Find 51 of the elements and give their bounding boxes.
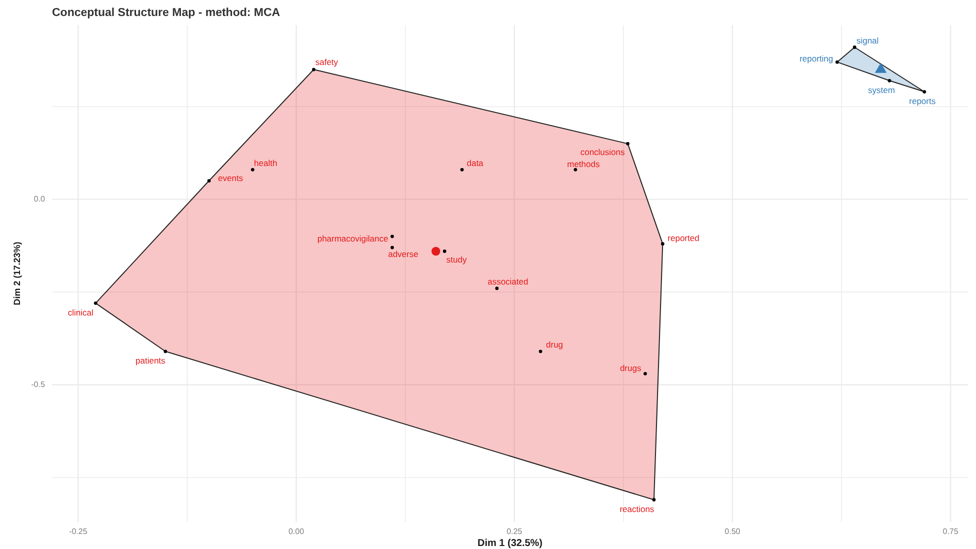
data-label: data	[466, 158, 484, 168]
data-label: reporting	[800, 53, 834, 64]
point	[312, 68, 316, 72]
x-tick-label: 0.75	[942, 527, 959, 536]
data-label: events	[218, 173, 244, 184]
x-tick-label: -0.25	[69, 527, 88, 536]
point	[390, 234, 394, 238]
data-label: drugs	[620, 362, 642, 373]
data-label: reports	[909, 96, 936, 106]
data-label: reported	[668, 233, 700, 244]
point	[644, 372, 647, 376]
x-tick-label: 0.50	[724, 527, 741, 536]
point	[852, 46, 856, 49]
point	[652, 498, 656, 502]
data-label: clinical	[68, 307, 94, 318]
data-label: methods	[567, 158, 600, 169]
point	[922, 90, 926, 94]
x-tick-label: 0.25	[506, 527, 523, 536]
point	[94, 301, 98, 305]
point	[460, 168, 464, 172]
point	[431, 246, 440, 256]
data-label: patients	[136, 356, 166, 366]
point	[164, 350, 168, 354]
point	[626, 142, 630, 146]
data-label: associated	[488, 276, 529, 287]
point	[574, 168, 578, 172]
data-label: conclusions	[580, 146, 625, 157]
y-tick-label: -0.5	[31, 380, 46, 389]
point	[390, 246, 394, 250]
data-label: adverse	[388, 248, 419, 259]
point	[442, 250, 446, 253]
point	[538, 350, 542, 354]
point	[250, 168, 254, 172]
point	[207, 179, 211, 182]
y-tick-label: 0.0	[34, 194, 46, 204]
data-label: system	[868, 84, 895, 95]
y-axis-title: Dim 2 (17.23%)	[12, 242, 22, 306]
x-tick-label: 0.00	[288, 527, 305, 536]
data-label: safety	[315, 56, 339, 67]
point	[495, 286, 499, 290]
point	[660, 242, 664, 246]
data-label: pharmacovigilance	[317, 234, 388, 244]
data-label: health	[254, 158, 278, 168]
data-label: signal	[856, 36, 879, 46]
chart-title: Conceptual Structure Map - method: MCA	[52, 7, 280, 19]
point	[835, 60, 839, 64]
point	[888, 78, 892, 82]
x-axis-title: Dim 1 (32.5%)	[477, 538, 543, 549]
data-label: reactions	[620, 504, 654, 514]
data-label: study	[446, 254, 468, 264]
data-label: drug	[546, 340, 564, 350]
